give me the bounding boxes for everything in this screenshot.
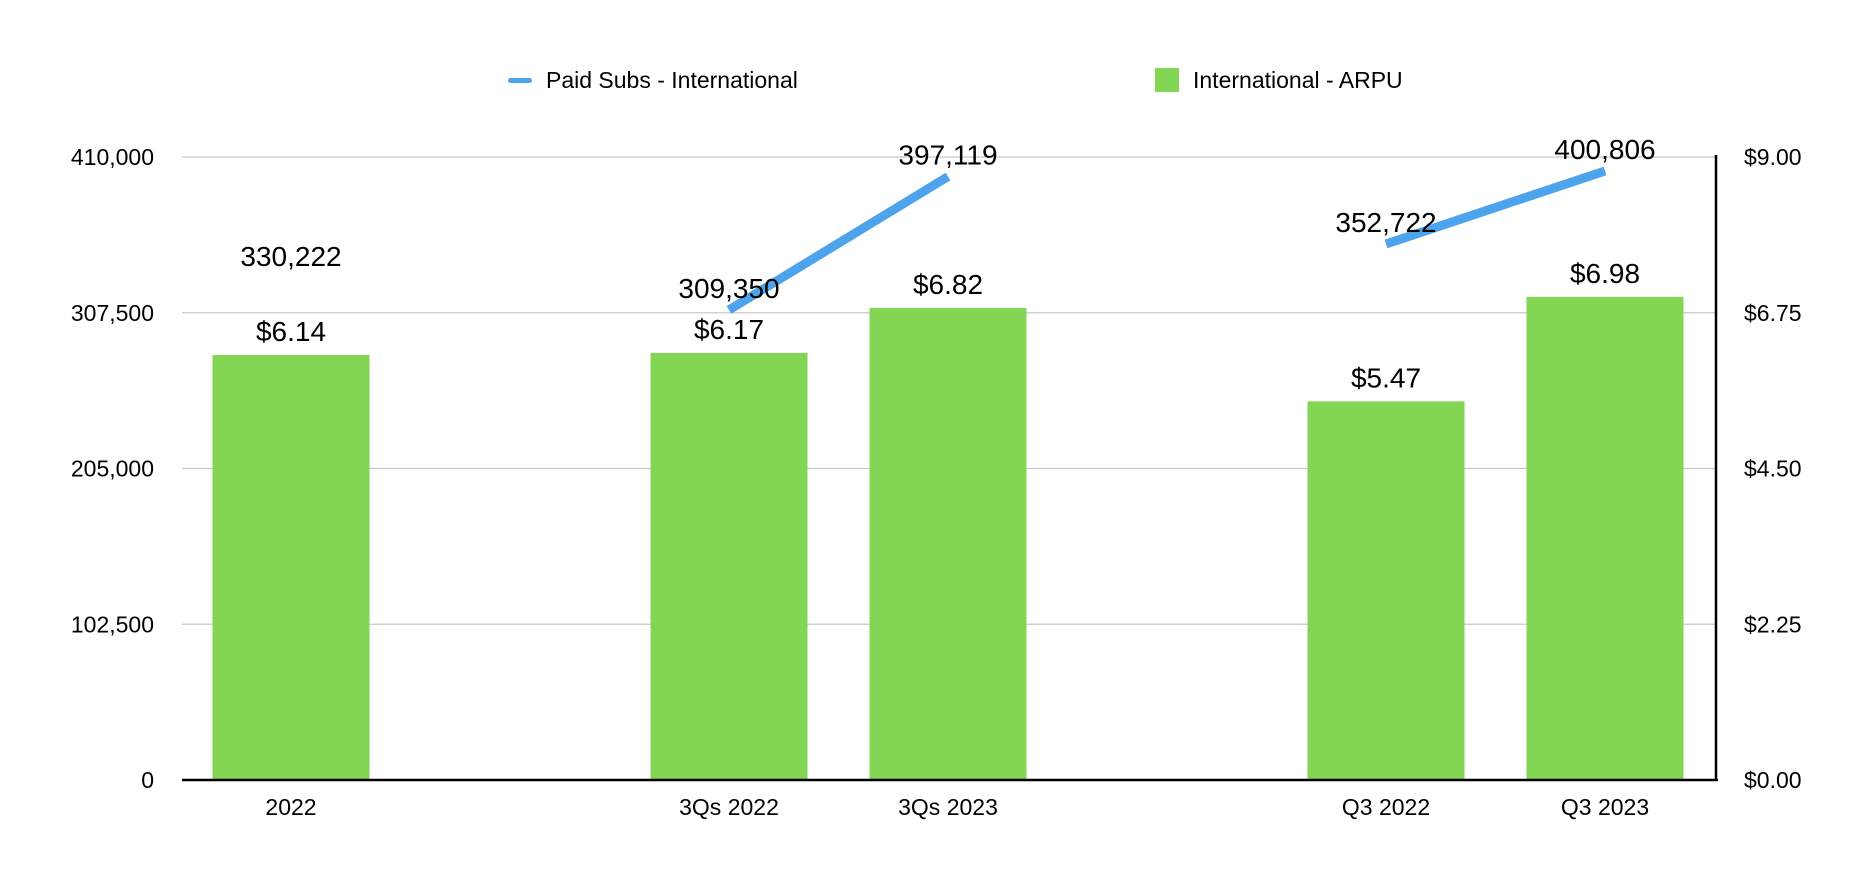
data-labels: $6.14 $6.17 $6.82 $5.47 $6.98 330,222 309,350 3… bbox=[240, 134, 1655, 393]
bar-swatch-icon bbox=[1155, 68, 1179, 92]
line-data-label: 330,222 bbox=[240, 241, 341, 272]
x-tick-label: 2022 bbox=[265, 794, 316, 820]
y-left-tick-label: 102,500 bbox=[71, 611, 154, 637]
line-data-label: 352,722 bbox=[1335, 207, 1436, 238]
bar bbox=[1307, 401, 1465, 780]
bar-data-label: $6.14 bbox=[256, 316, 326, 347]
y-left-tick-label: 410,000 bbox=[71, 144, 154, 170]
y-right-tick-label: $0.00 bbox=[1744, 767, 1802, 793]
line-series bbox=[726, 166, 1607, 314]
y-right-tick-label: $2.25 bbox=[1744, 611, 1802, 637]
legend-line-entry: Paid Subs - International bbox=[508, 66, 798, 94]
y-left-tick-label: 0 bbox=[141, 767, 154, 793]
bar-data-label: $6.17 bbox=[694, 314, 764, 345]
bar-data-label: $6.82 bbox=[913, 269, 983, 300]
y-left-tick-label: 307,500 bbox=[71, 300, 154, 326]
bar bbox=[212, 354, 370, 780]
legend-bar-label: International - ARPU bbox=[1193, 66, 1403, 93]
bar bbox=[650, 352, 808, 780]
axes: 0 102,500 205,000 307,500 410,000 $0.00 $2.25 $… bbox=[71, 144, 1802, 820]
y-right-tick-label: $6.75 bbox=[1744, 300, 1802, 326]
legend-line-label: Paid Subs - International bbox=[546, 66, 798, 93]
line-data-label: 400,806 bbox=[1554, 134, 1655, 165]
legend-bar-entry: International - ARPU bbox=[1155, 66, 1403, 94]
bar bbox=[869, 307, 1027, 780]
bar bbox=[1526, 296, 1684, 780]
line-segment bbox=[726, 172, 951, 314]
y-right-tick-label: $4.50 bbox=[1744, 456, 1802, 482]
y-right-tick-label: $9.00 bbox=[1744, 144, 1802, 170]
line-data-label: 397,119 bbox=[898, 140, 997, 171]
x-tick-label: Q3 2023 bbox=[1561, 794, 1649, 820]
x-tick-label: 3Qs 2023 bbox=[898, 794, 998, 820]
bar-data-label: $6.98 bbox=[1570, 258, 1640, 289]
y-left-tick-label: 205,000 bbox=[71, 456, 154, 482]
x-tick-label: Q3 2022 bbox=[1342, 794, 1430, 820]
bars bbox=[212, 296, 1684, 780]
bar-data-label: $5.47 bbox=[1351, 362, 1421, 393]
line-swatch-icon bbox=[508, 77, 532, 83]
line-data-label: 309,350 bbox=[678, 273, 779, 304]
line-segment bbox=[1384, 166, 1607, 249]
x-tick-label: 3Qs 2022 bbox=[679, 794, 779, 820]
